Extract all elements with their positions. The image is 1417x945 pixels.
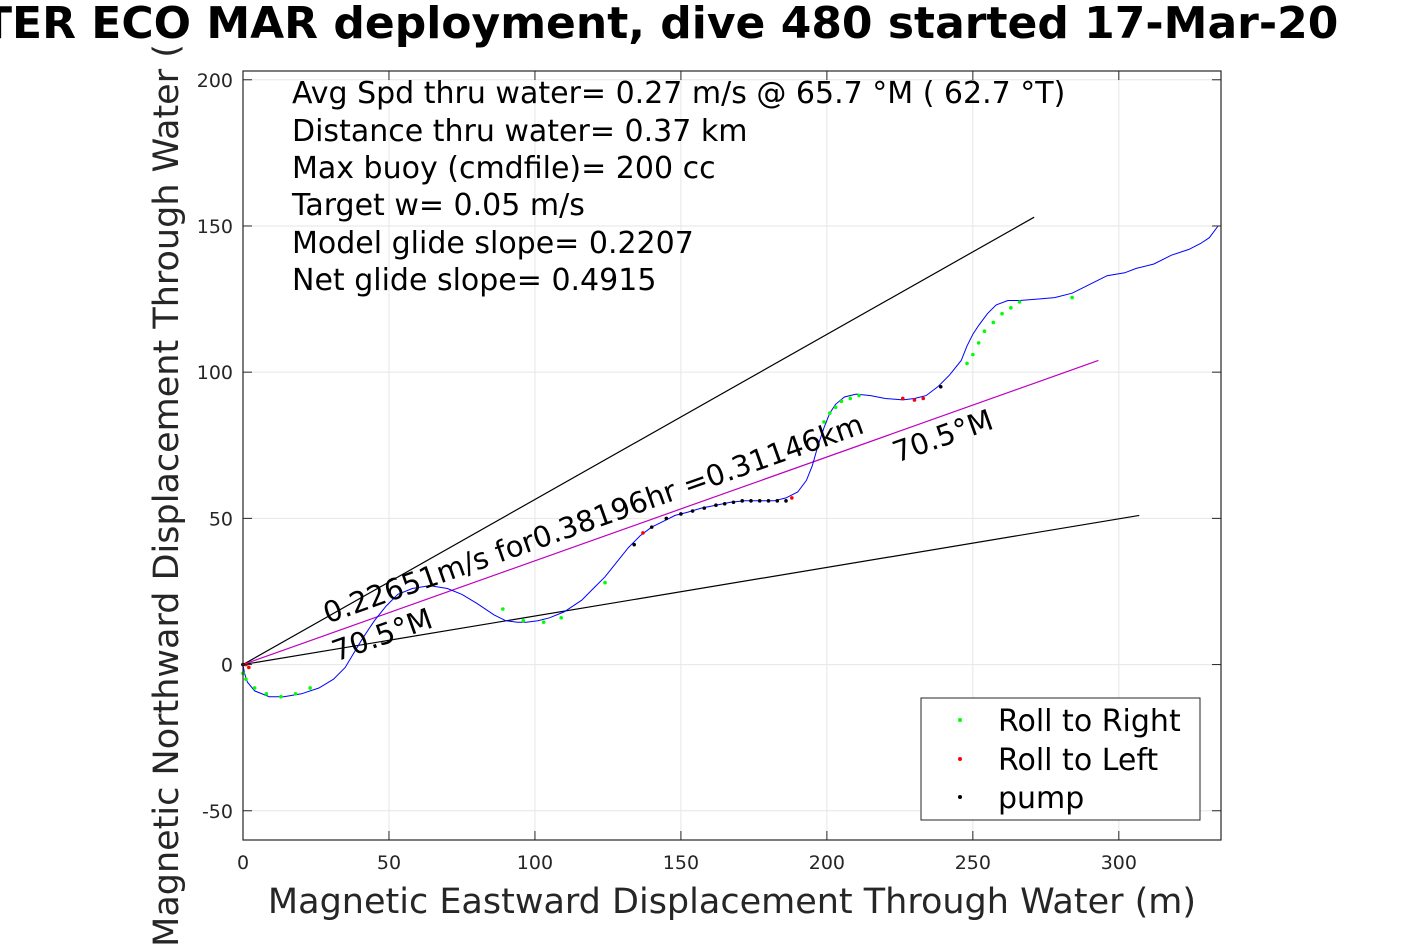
info-line-max-buoy: Max buoy (cmdfile)= 200 cc (292, 151, 716, 186)
legend-marker-roll-right (958, 718, 962, 722)
roll-to-right-point (976, 341, 981, 345)
roll-to-right-point (541, 620, 546, 624)
roll-to-left-point (912, 398, 917, 402)
x-tick-label: 250 (955, 852, 991, 874)
roll-to-right-point (308, 686, 312, 690)
roll-to-right-point (991, 320, 996, 325)
pump-point (740, 499, 745, 503)
legend-box (920, 697, 1201, 821)
pump-point (784, 499, 788, 503)
y-tick-label: 150 (197, 216, 233, 238)
y-axis-label: Magnetic Northward Displacement Through … (147, 44, 187, 945)
info-line-net-glide: Net glide slope= 0.4915 (292, 263, 656, 298)
roll-to-right-point (965, 361, 969, 366)
legend-marker-roll-left (958, 757, 962, 761)
roll-to-right-point (293, 692, 298, 696)
legend-label-roll-right: Roll to Right (998, 704, 1181, 739)
info-text-block: Avg Spd thru water= 0.27 m/s @ 65.7 °M (… (291, 76, 1065, 298)
roll-to-right-point (857, 393, 861, 398)
y-tick-label: 100 (197, 362, 233, 384)
pump-point (775, 499, 780, 503)
legend-label-pump: pump (998, 781, 1084, 816)
pump-point (757, 499, 762, 503)
roll-to-right-point (822, 420, 826, 424)
pump-point (722, 501, 727, 506)
info-line-distance: Distance thru water= 0.37 km (292, 114, 747, 149)
info-line-target-w: Target w= 0.05 m/s (291, 188, 585, 223)
roll-to-right-point (521, 618, 526, 623)
x-axis-label: Magnetic Eastward Displacement Through W… (268, 882, 1196, 922)
pump-point (632, 542, 636, 547)
pump-point (766, 499, 771, 503)
roll-to-right-point (1070, 295, 1074, 300)
chart-title: TER ECO MAR deployment, dive 480 started… (0, 0, 1339, 49)
upper-envelope-line (242, 216, 1035, 666)
roll-to-right-point (833, 405, 838, 410)
roll-to-right-point (848, 396, 853, 401)
roll-to-right-point (559, 615, 564, 620)
plot-frame (242, 70, 1222, 841)
roll-to-right-point (839, 399, 844, 404)
track-layer (242, 225, 1219, 698)
roll-to-left-point (900, 396, 905, 401)
roll-to-right-point (1009, 306, 1013, 310)
pump-point (679, 512, 683, 516)
roll-to-right-point (244, 677, 248, 681)
pump-point (714, 503, 718, 508)
legend: Roll to Right Roll to Left pump (920, 697, 1201, 821)
x-tick-label: 150 (663, 852, 699, 874)
roll-to-right-point (971, 352, 975, 357)
mean-heading-line (242, 359, 1099, 666)
roll-to-left-point (790, 496, 794, 500)
roll-to-right-point (501, 607, 505, 611)
roll-to-right-point (982, 329, 987, 334)
pump-point (731, 500, 736, 505)
lower-envelope-line (242, 514, 1140, 666)
envelope-lines (242, 216, 1140, 666)
ticks: 0 50 100 150 200 250 300 -50 0 50 100 150 200 (197, 70, 1221, 874)
y-tick-label: 200 (197, 70, 233, 92)
roll-to-left-point (247, 665, 251, 670)
pump-point (749, 499, 753, 503)
info-line-model-glide: Model glide slope= 0.2207 (292, 226, 694, 261)
pump-point (664, 516, 669, 521)
roll-to-right-point (279, 694, 283, 699)
y-tick-label: 50 (209, 508, 233, 530)
roll-to-right-point (603, 580, 607, 585)
roll-to-right-point (1017, 300, 1022, 304)
roll-to-right-point (264, 692, 269, 696)
x-tick-label: 300 (1101, 852, 1137, 874)
grid (242, 71, 1221, 840)
roll-to-right-point (1000, 311, 1004, 316)
pump-point (690, 509, 695, 513)
roll-to-left-point (641, 531, 645, 535)
point-layer (241, 295, 1074, 699)
pump-point (702, 506, 707, 510)
y-tick-label: 0 (221, 655, 233, 677)
x-tick-label: 100 (517, 852, 553, 874)
roll-to-right-point (252, 686, 257, 690)
x-tick-label: 50 (377, 852, 401, 874)
legend-marker-pump (958, 795, 962, 799)
legend-label-roll-left: Roll to Left (998, 743, 1158, 778)
x-tick-label: 0 (237, 852, 249, 874)
heading-annotation-far: 70.5°M (888, 403, 997, 470)
roll-to-right-point (828, 411, 832, 415)
pump-point (649, 525, 654, 529)
info-line-avg-speed: Avg Spd thru water= 0.27 m/s @ 65.7 °M (… (292, 76, 1065, 111)
roll-to-left-point (921, 396, 926, 401)
x-tick-label: 200 (809, 852, 845, 874)
pump-point (938, 384, 943, 389)
y-tick-label: -50 (202, 801, 233, 823)
track-line (242, 225, 1219, 698)
